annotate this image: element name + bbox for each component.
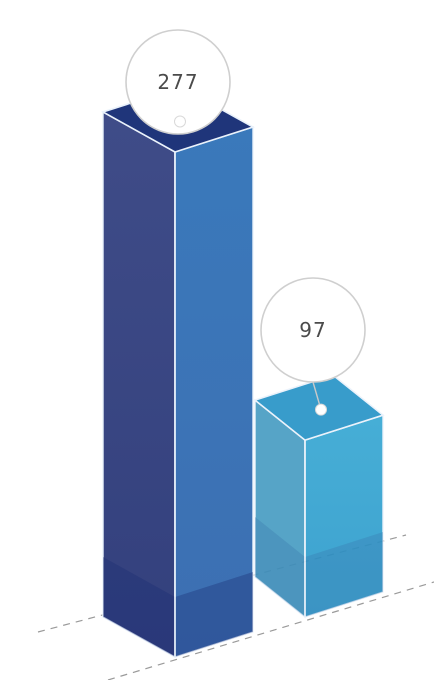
data-label-2: 97 bbox=[260, 277, 366, 416]
data-label-2-text: 97 bbox=[299, 318, 326, 342]
bar-2 bbox=[253, 374, 385, 619]
data-label-2-bubble bbox=[260, 277, 366, 383]
bar-2-anchor-dot bbox=[315, 403, 327, 416]
bar-1-base-shade bbox=[103, 557, 253, 657]
bar-2-base-shade bbox=[255, 517, 383, 617]
data-label-1-bubble bbox=[125, 29, 231, 135]
labels-group: 277 97 bbox=[125, 29, 366, 416]
bar-1-anchor-dot bbox=[174, 115, 186, 128]
ground-line-front bbox=[107, 581, 434, 680]
bar-1 bbox=[100, 86, 256, 659]
bars-group bbox=[100, 86, 385, 659]
data-label-1-text: 277 bbox=[157, 70, 198, 94]
data-label-1: 277 bbox=[125, 29, 231, 135]
